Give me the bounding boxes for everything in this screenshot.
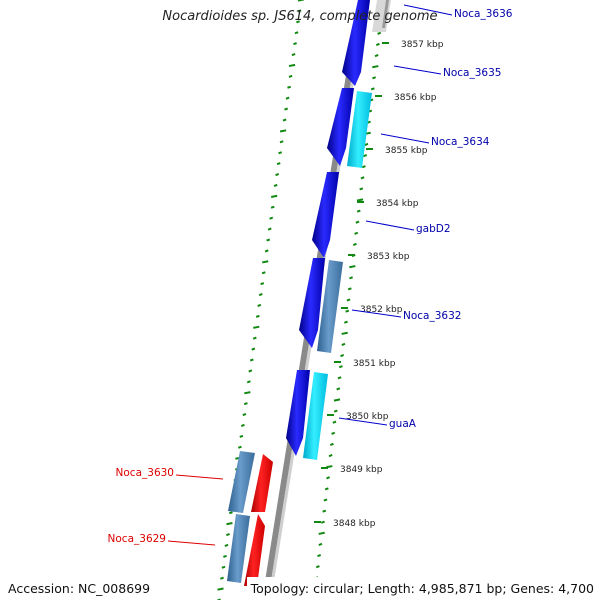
- kbp-tick: 3853 kbp: [348, 252, 410, 262]
- kbp-tick: 3851 kbp: [334, 359, 396, 369]
- gene-feature-noca-3632[interactable]: [317, 260, 343, 353]
- topology-text: Topology: circular; Length: 4,985,871 bp…: [246, 577, 600, 600]
- gene-feature-noca-3634[interactable]: [347, 91, 372, 168]
- gene-label-noca-3629[interactable]: Noca_3629: [108, 533, 216, 546]
- kbp-tick: 3856 kbp: [375, 93, 437, 103]
- gene-label-guaa[interactable]: guaA: [338, 417, 417, 430]
- kbp-tick-label: 3855 kbp: [385, 146, 428, 156]
- gene-label-text[interactable]: gabD2: [416, 223, 451, 235]
- kbp-tick-label: 3849 kbp: [340, 465, 383, 475]
- genome-title: Nocardioides sp. JS614, complete genome: [162, 9, 438, 24]
- gene-labels: Noca_3636 Noca_3635 Noca_3634 gabD2 Noca_363…: [108, 4, 513, 546]
- kbp-tick-label: 3848 kbp: [333, 519, 376, 529]
- gene-label-text[interactable]: Noca_3629: [108, 533, 166, 545]
- gene-feature-gua-a-arrow[interactable]: [286, 370, 310, 456]
- gene-feature-gabd2[interactable]: [312, 172, 339, 258]
- kbp-tick: 3854 kbp: [357, 199, 419, 209]
- gene-label-text[interactable]: Noca_3635: [443, 67, 501, 79]
- gene-feature-gua-a[interactable]: [303, 372, 328, 460]
- kbp-tick-label: 3854 kbp: [376, 199, 419, 209]
- gene-label-noca-3630[interactable]: Noca_3630: [116, 467, 224, 480]
- kbp-tick: 3849 kbp: [321, 465, 383, 475]
- kbp-tick-label: 3852 kbp: [360, 305, 403, 315]
- kbp-tick: 3857 kbp: [382, 40, 444, 50]
- kbp-tick-label: 3856 kbp: [394, 93, 437, 103]
- kbp-tick-label: 3857 kbp: [401, 40, 444, 50]
- gene-feature-noca-3632-arrow[interactable]: [299, 258, 325, 348]
- kbp-tick: 3850 kbp: [327, 412, 389, 422]
- gene-label-noca-3636[interactable]: Noca_3636: [403, 4, 513, 20]
- gene-label-text[interactable]: Noca_3636: [454, 8, 513, 20]
- gene-feature-noca-3629[interactable]: [227, 514, 250, 583]
- gene-feature-noca-3630[interactable]: [228, 451, 255, 513]
- gene-label-text[interactable]: Noca_3630: [116, 467, 174, 479]
- gene-label-noca-3635[interactable]: Noca_3635: [393, 65, 501, 79]
- kbp-tick-label: 3853 kbp: [367, 252, 410, 262]
- gene-label-text[interactable]: Noca_3632: [403, 310, 461, 322]
- gene-feature-noca-3636[interactable]: [342, 0, 370, 86]
- accession-text: Accession: NC_008699: [0, 577, 157, 600]
- gene-feature-noca-3630-arrow[interactable]: [251, 454, 273, 512]
- gene-label-noca-3634[interactable]: Noca_3634: [380, 133, 490, 148]
- kbp-tick: 3855 kbp: [366, 146, 428, 156]
- kbp-tick: 3848 kbp: [314, 519, 376, 529]
- gene-label-text[interactable]: guaA: [389, 418, 417, 430]
- gene-feature-noca-3635-arrow[interactable]: [327, 88, 354, 166]
- kbp-tick: 3852 kbp: [341, 305, 403, 315]
- gene-feature-noca-3629-arrow[interactable]: [244, 514, 265, 586]
- kbp-tick-label: 3850 kbp: [346, 412, 389, 422]
- kbp-scale: 3857 kbp 3856 kbp 3855 kbp 3854 kbp 3853 kbp…: [314, 40, 444, 529]
- gene-features: [227, 0, 372, 586]
- gene-label-text[interactable]: Noca_3634: [431, 136, 490, 148]
- gene-label-gabd2[interactable]: gabD2: [365, 220, 451, 235]
- kbp-tick-label: 3851 kbp: [353, 359, 396, 369]
- gene-label-noca-3632[interactable]: Noca_3632: [351, 309, 461, 322]
- outer-dotted-ring: [217, 0, 305, 600]
